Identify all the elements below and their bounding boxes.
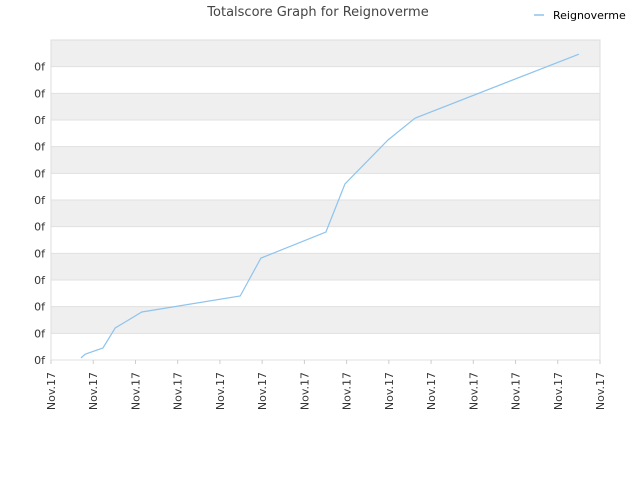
y-tick-label: 0f <box>34 247 46 260</box>
x-tick-label: Nov.17 <box>87 372 100 410</box>
x-tick-label: Nov.17 <box>467 372 480 410</box>
legend-label: Reignoverme <box>553 9 626 22</box>
x-tick-label: Nov.17 <box>594 372 607 410</box>
grid-band <box>51 226 600 254</box>
x-tick-label: Nov.17 <box>129 372 142 410</box>
y-tick-label: 0f <box>34 167 46 180</box>
grid-band <box>51 333 600 360</box>
x-tick-label: Nov.17 <box>383 372 396 410</box>
grid-band <box>51 173 600 200</box>
y-tick-label: 0f <box>34 141 46 154</box>
y-tick-label: 0f <box>34 61 46 74</box>
x-tick-label: Nov.17 <box>510 372 523 410</box>
y-tick-label: 0f <box>34 274 46 287</box>
grid-band <box>51 280 600 307</box>
x-tick-label: Nov.17 <box>552 372 565 410</box>
x-tick-label: Nov.17 <box>341 372 354 410</box>
y-tick-label: 0f <box>34 114 46 127</box>
y-tick-label: 0f <box>34 354 46 367</box>
grid-band <box>51 40 600 67</box>
grid-band <box>51 93 600 120</box>
grid-band <box>51 200 600 227</box>
series-line <box>80 53 580 359</box>
grid-band <box>51 306 600 334</box>
y-tick-label: 0f <box>34 221 46 234</box>
x-tick-label: Nov.17 <box>256 372 269 410</box>
y-tick-label: 0f <box>34 87 46 100</box>
x-tick-label: Nov.17 <box>298 372 311 410</box>
grid-band <box>51 146 600 174</box>
x-tick-label: Nov.17 <box>172 372 185 410</box>
y-tick-label: 0f <box>34 327 46 340</box>
x-tick-label: Nov.17 <box>45 372 58 410</box>
grid-band <box>51 66 600 94</box>
y-tick-label: 0f <box>34 301 46 314</box>
grid-band <box>51 120 600 147</box>
chart-title: Totalscore Graph for Reignoverme <box>206 5 428 20</box>
x-tick-label: Nov.17 <box>214 372 227 410</box>
grid-band <box>51 253 600 280</box>
x-tick-label: Nov.17 <box>425 372 438 410</box>
y-tick-label: 0f <box>34 194 46 207</box>
